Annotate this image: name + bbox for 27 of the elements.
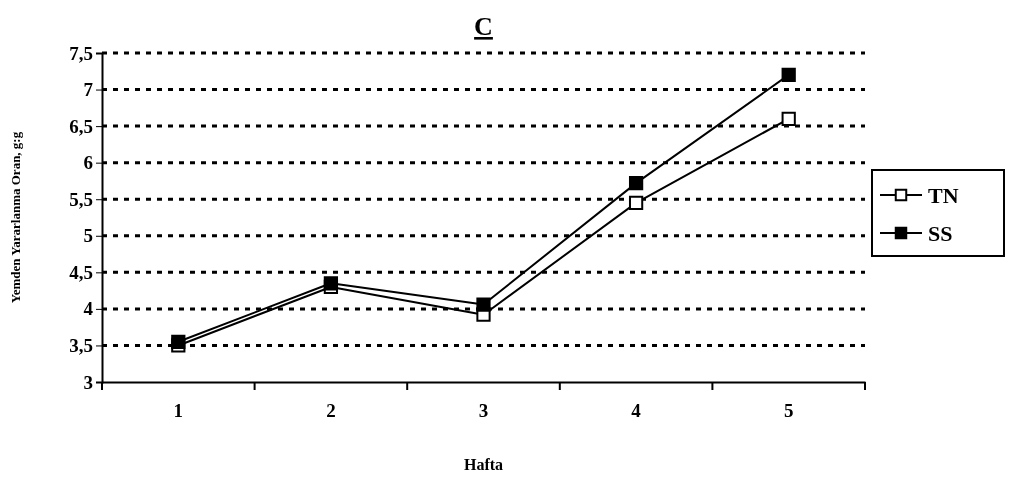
x-tick-label: 4 <box>631 400 642 422</box>
legend-label: SS <box>928 221 953 246</box>
point <box>628 176 644 191</box>
point <box>171 334 186 349</box>
point <box>476 297 491 312</box>
chart-title: C <box>474 12 493 41</box>
point <box>781 67 796 83</box>
y-tick-label: 7 <box>83 79 94 101</box>
x-axis-title: Hafta <box>463 456 504 473</box>
x-tick-label: 5 <box>783 400 794 422</box>
y-tick-label: 5 <box>83 225 93 247</box>
y-tick-label: 3 <box>83 371 93 393</box>
y-tick-label: 7,5 <box>69 42 93 64</box>
y-tick-label: 5,5 <box>69 188 93 210</box>
y-tick-label: 6 <box>83 152 93 174</box>
y-axis-title: Yemden Yararlanma Oran, g:g <box>8 131 23 304</box>
y-tick-label: 6,5 <box>69 115 93 137</box>
y-tick-label: 3,5 <box>69 335 93 357</box>
x-tick-label: 2 <box>326 400 336 422</box>
x-tick-label: 1 <box>173 400 184 422</box>
point <box>323 276 339 291</box>
legend-label: TN <box>928 183 959 208</box>
y-tick-label: 4 <box>83 298 94 320</box>
y-tick-label: 4,5 <box>69 261 93 283</box>
point <box>628 195 644 210</box>
point <box>781 111 796 126</box>
x-tick-label: 3 <box>478 400 489 422</box>
